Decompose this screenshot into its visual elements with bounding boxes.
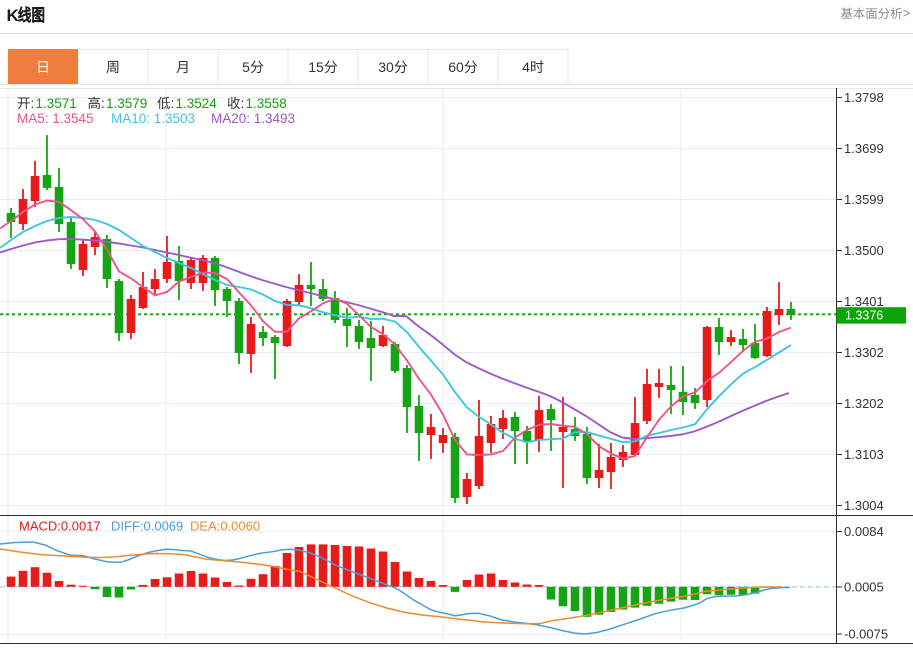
svg-text:1.3571: 1.3571 (36, 96, 77, 111)
svg-text:1.3376: 1.3376 (845, 308, 883, 322)
svg-text::: : (241, 96, 245, 111)
svg-text:1.3699: 1.3699 (844, 141, 884, 156)
svg-text:-0.0075: -0.0075 (844, 627, 888, 642)
svg-text:0.0005: 0.0005 (844, 580, 884, 595)
svg-text:5: 5 (242, 59, 250, 75)
svg-text::: : (31, 96, 35, 111)
svg-text::: : (171, 96, 175, 111)
svg-text::: : (101, 96, 105, 111)
svg-text:1.3401: 1.3401 (844, 294, 884, 309)
svg-text:30: 30 (378, 59, 394, 75)
svg-text:DIFF:0.0069: DIFF:0.0069 (111, 519, 183, 534)
svg-text:>: > (903, 7, 910, 21)
svg-text:1.3599: 1.3599 (844, 192, 884, 207)
svg-text:DEA:0.0060: DEA:0.0060 (190, 519, 260, 534)
svg-text:4: 4 (522, 59, 530, 75)
svg-text:1.3103: 1.3103 (844, 447, 884, 462)
svg-text:MACD:0.0017: MACD:0.0017 (19, 519, 101, 534)
svg-text:MA20: 1.3493: MA20: 1.3493 (211, 111, 295, 126)
svg-text:1.3798: 1.3798 (844, 90, 884, 105)
svg-text:1.3004: 1.3004 (844, 498, 884, 513)
svg-text:0.0084: 0.0084 (844, 524, 884, 539)
svg-text:1.3302: 1.3302 (844, 345, 884, 360)
svg-text:MA5: 1.3545: MA5: 1.3545 (17, 111, 94, 126)
svg-text:1.3558: 1.3558 (246, 96, 287, 111)
svg-text:MA10: 1.3503: MA10: 1.3503 (111, 111, 195, 126)
svg-text:1.3579: 1.3579 (106, 96, 147, 111)
svg-text:K: K (7, 6, 20, 25)
svg-text:1.3500: 1.3500 (844, 243, 884, 258)
svg-text:1.3524: 1.3524 (176, 96, 218, 111)
svg-text:15: 15 (308, 59, 324, 75)
svg-text:1.3202: 1.3202 (844, 396, 884, 411)
svg-text:60: 60 (448, 59, 464, 75)
